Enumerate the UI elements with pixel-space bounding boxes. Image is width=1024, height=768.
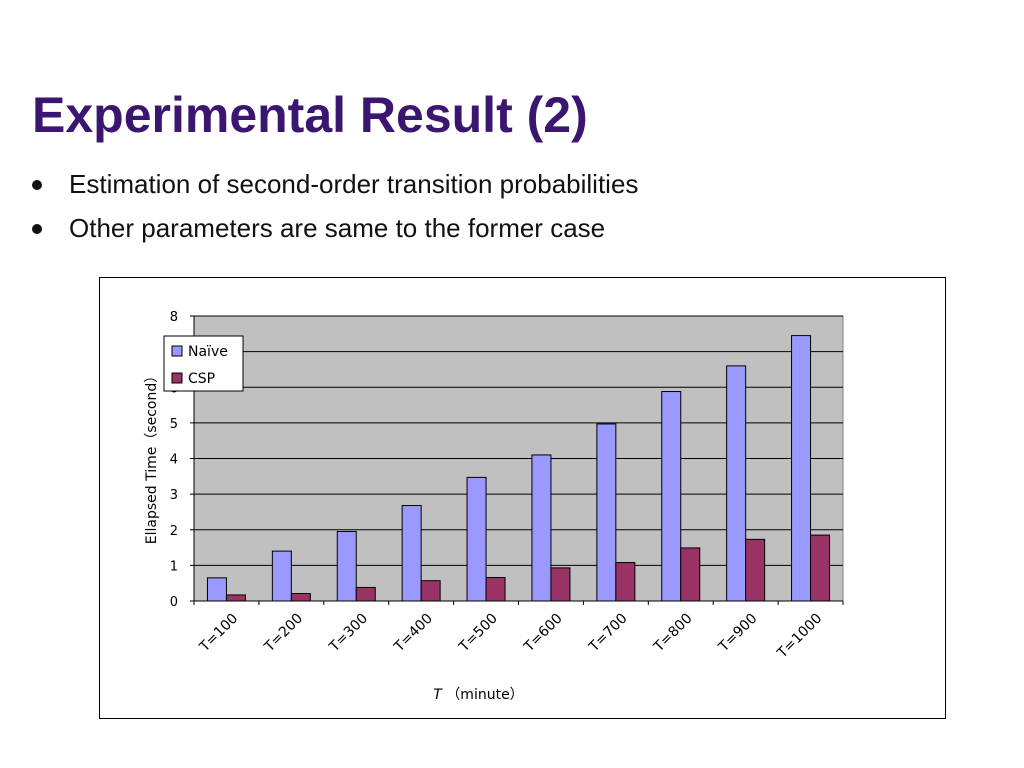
legend-swatch	[171, 372, 183, 384]
legend-swatch	[171, 345, 183, 357]
y-tick-label: 2	[170, 524, 178, 539]
x-axis-title: T （minute）	[433, 687, 523, 703]
x-tick-label: T=1000	[774, 611, 826, 663]
bar-csp	[810, 534, 831, 602]
bar-naive	[336, 531, 357, 602]
y-tick-label: 8	[170, 310, 178, 325]
bar-csp	[290, 593, 311, 602]
bar-naive	[791, 335, 812, 602]
bullet-text: Estimation of second-order transition pr…	[69, 169, 639, 199]
legend-label: CSP	[188, 371, 215, 387]
bullet-dot-icon	[32, 224, 42, 234]
x-tick-label: T=100	[196, 611, 241, 656]
y-tick-label: 3	[170, 488, 178, 503]
bar-naive	[726, 365, 747, 602]
bar-naive	[596, 423, 617, 602]
bar-csp	[355, 586, 376, 602]
bar-naive	[271, 550, 292, 602]
bar-csp	[615, 562, 636, 602]
bar-csp	[550, 567, 571, 602]
x-tick-label: T=700	[585, 611, 630, 656]
x-tick-label: T=800	[650, 611, 695, 656]
legend-label: Naïve	[188, 344, 228, 360]
x-axis-title-unit: （minute）	[442, 687, 524, 703]
y-tick-label: 0	[170, 595, 178, 610]
bar-csp	[225, 594, 246, 602]
bar-naive	[661, 391, 682, 602]
x-tick-label: T=900	[715, 611, 760, 656]
chart-frame: 012345678T=100T=200T=300T=400T=500T=600T…	[99, 277, 946, 719]
bar-csp	[745, 538, 766, 602]
bar-csp	[485, 576, 506, 602]
slide-title: Experimental Result (2)	[32, 87, 588, 143]
bullet-dot-icon	[32, 180, 42, 190]
x-tick-label: T=500	[456, 611, 501, 656]
x-tick-label: T=400	[391, 611, 436, 656]
x-tick-label: T=600	[521, 611, 566, 656]
bullet-text: Other parameters are same to the former …	[69, 213, 606, 243]
bar-naive	[466, 476, 487, 602]
x-tick-label: T=200	[261, 611, 306, 656]
y-tick-label: 1	[170, 559, 178, 574]
bar-naive	[401, 505, 422, 602]
x-tick-label: T=300	[326, 611, 371, 656]
y-tick-label: 5	[170, 417, 178, 432]
y-axis-title: Ellapsed Time（second）	[144, 369, 160, 545]
bar-naive	[206, 577, 227, 602]
x-axis-title-variable: T	[433, 687, 443, 703]
bar-naive	[531, 454, 552, 602]
bar-chart: 012345678T=100T=200T=300T=400T=500T=600T…	[144, 310, 844, 703]
bar-csp	[420, 580, 441, 602]
bar-csp	[680, 547, 701, 602]
y-tick-label: 4	[170, 453, 178, 468]
